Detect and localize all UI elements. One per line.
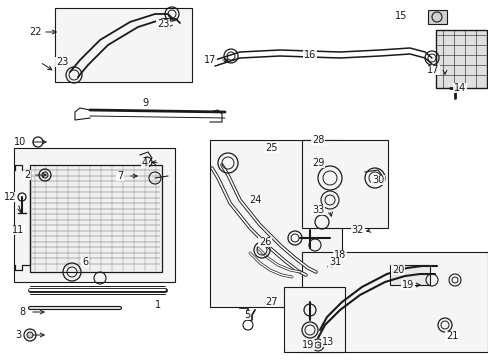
- Text: 23: 23: [56, 57, 68, 67]
- Text: 17: 17: [426, 65, 438, 75]
- Bar: [14, 148, 175, 282]
- Text: 15: 15: [394, 11, 407, 21]
- Bar: [55, 8, 192, 82]
- Text: 10: 10: [14, 137, 26, 147]
- Text: 6: 6: [82, 257, 88, 267]
- Bar: [284, 287, 345, 352]
- Text: 31: 31: [328, 257, 341, 267]
- Text: 4: 4: [142, 158, 148, 168]
- Text: 16: 16: [303, 50, 315, 60]
- Text: 29: 29: [311, 158, 324, 168]
- Text: 9: 9: [142, 98, 148, 108]
- Circle shape: [27, 332, 33, 338]
- Text: 5: 5: [244, 310, 250, 320]
- Text: 30: 30: [371, 175, 384, 185]
- Bar: [435, 30, 486, 88]
- Bar: [209, 140, 341, 307]
- Text: 7: 7: [117, 171, 123, 181]
- Text: 24: 24: [248, 195, 261, 205]
- Bar: [389, 265, 429, 285]
- Circle shape: [42, 172, 48, 178]
- Text: 28: 28: [311, 135, 324, 145]
- Text: 25: 25: [265, 143, 278, 153]
- Text: 32: 32: [351, 225, 364, 235]
- Text: 19: 19: [301, 340, 313, 350]
- Text: 8: 8: [19, 307, 25, 317]
- Text: 12: 12: [4, 192, 16, 202]
- Text: 33: 33: [311, 205, 324, 215]
- Text: 2: 2: [24, 170, 30, 180]
- Text: 18: 18: [333, 250, 346, 260]
- Text: 3: 3: [15, 330, 21, 340]
- Text: 19: 19: [401, 280, 413, 290]
- Text: 11: 11: [12, 225, 24, 235]
- Bar: [427, 10, 446, 24]
- Text: 14: 14: [453, 83, 465, 93]
- Text: 23: 23: [157, 19, 169, 29]
- Text: 21: 21: [445, 331, 457, 341]
- Text: 13: 13: [321, 337, 333, 347]
- Text: 20: 20: [391, 265, 404, 275]
- Text: 26: 26: [258, 237, 271, 247]
- Text: 1: 1: [155, 300, 161, 310]
- Text: 17: 17: [203, 55, 216, 65]
- Text: 27: 27: [265, 297, 278, 307]
- Bar: [302, 252, 487, 352]
- Bar: [302, 140, 387, 228]
- Bar: [30, 165, 162, 272]
- Text: 22: 22: [29, 27, 41, 37]
